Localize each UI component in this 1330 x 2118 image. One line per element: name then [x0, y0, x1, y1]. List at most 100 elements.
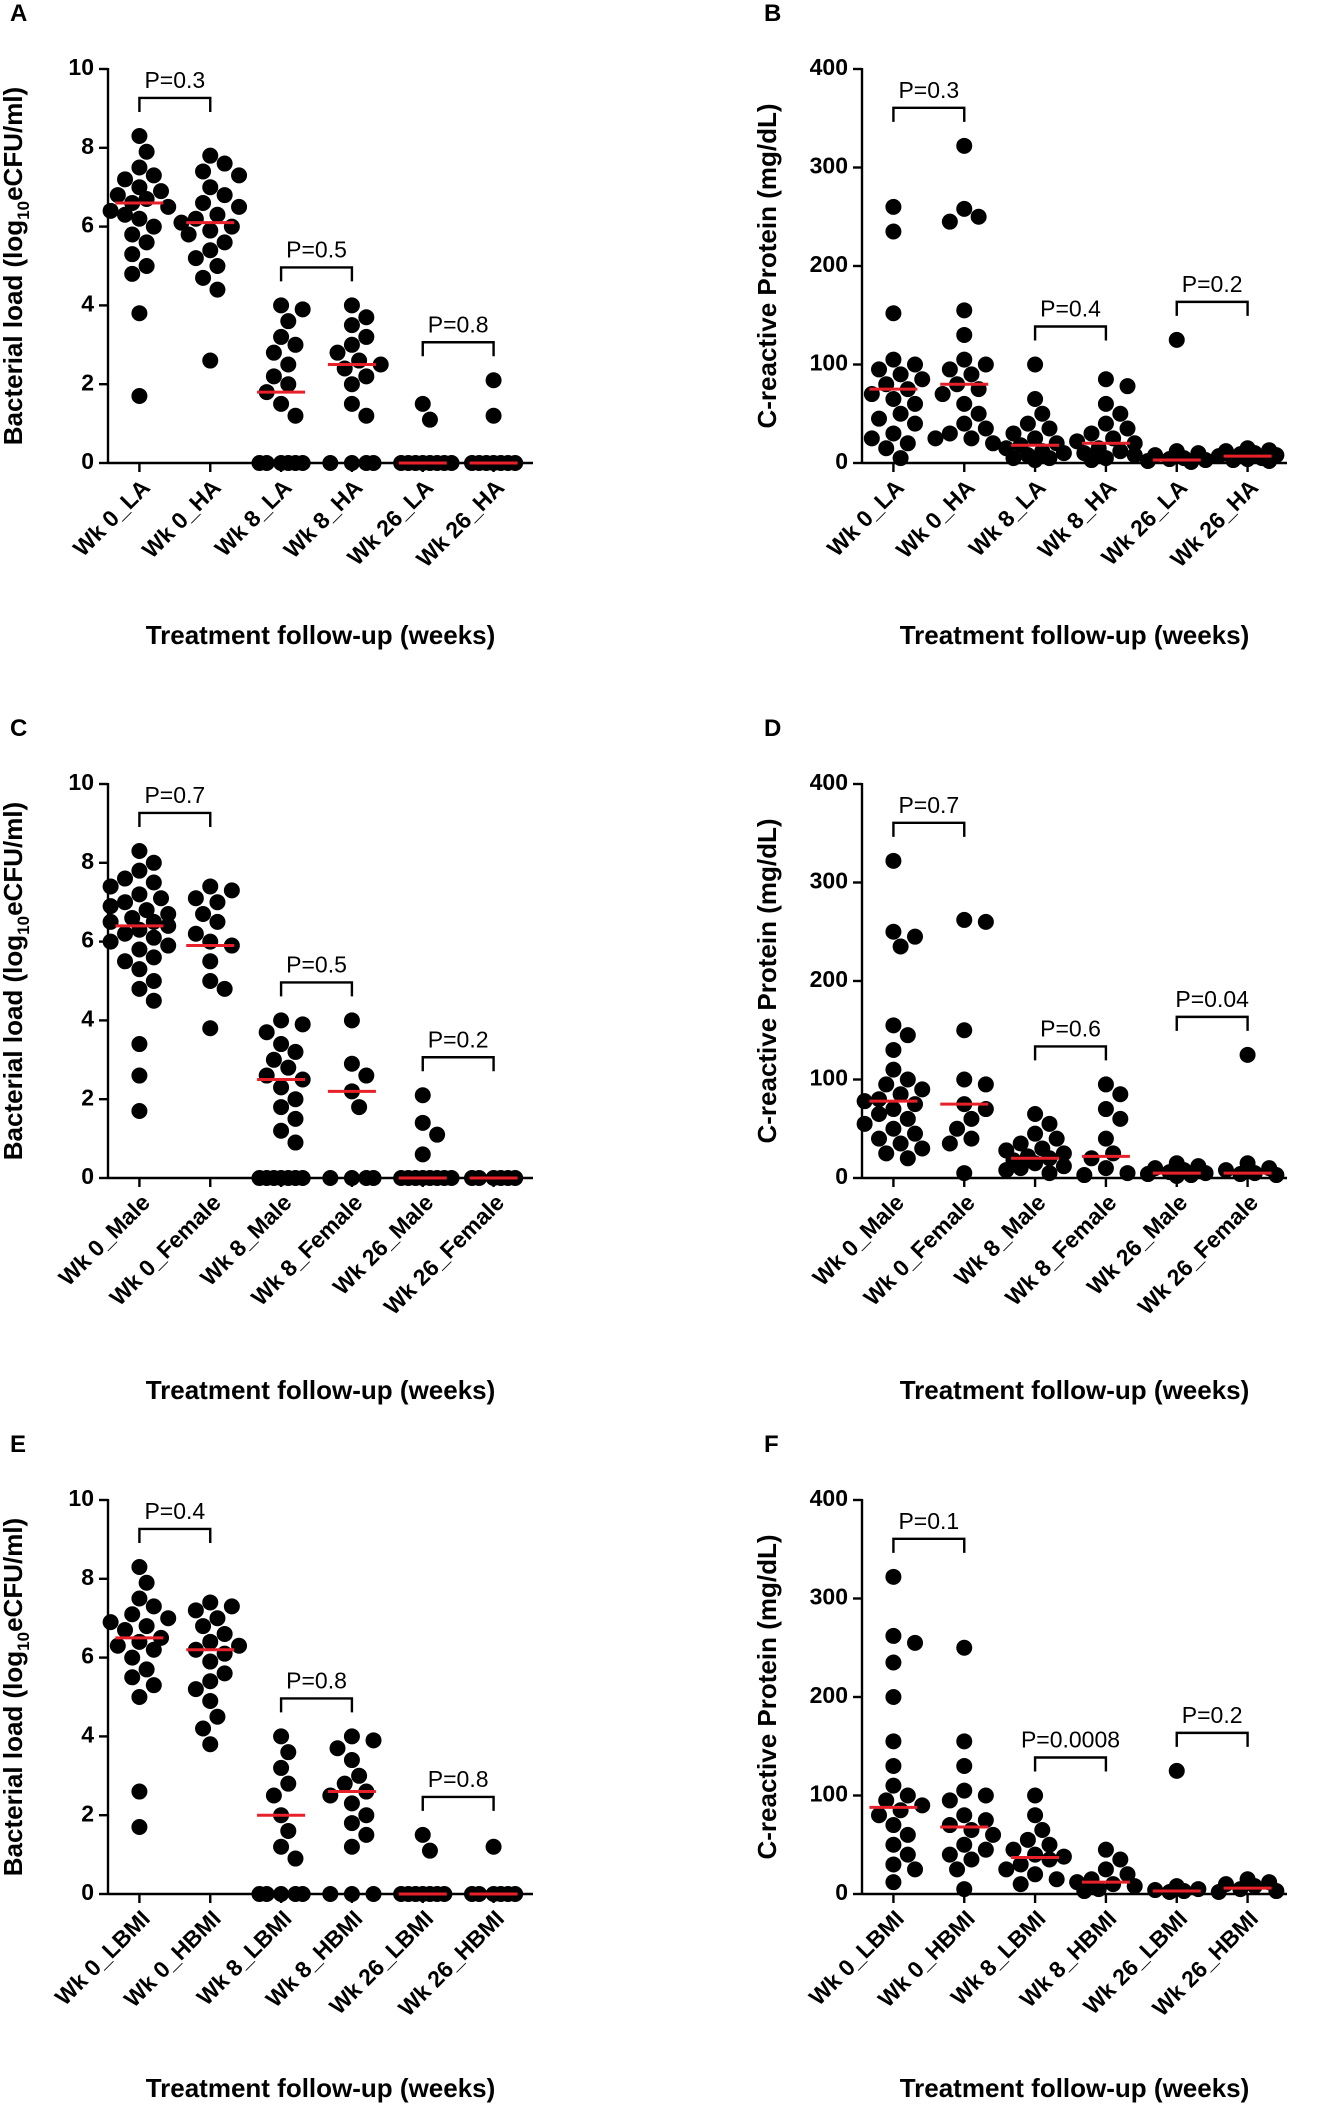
data-point — [117, 171, 134, 188]
data-point — [443, 455, 460, 471]
data-point — [287, 1110, 304, 1127]
data-point — [216, 1665, 233, 1682]
data-point — [287, 1886, 304, 1902]
data-point — [1012, 1876, 1029, 1893]
data-point — [280, 313, 297, 330]
panel-letter: F — [764, 1431, 779, 1458]
data-point — [258, 1886, 275, 1902]
data-point — [280, 1744, 297, 1761]
data-point — [102, 913, 119, 930]
data-point — [231, 198, 248, 215]
data-point — [899, 1826, 916, 1843]
data-point — [1027, 356, 1044, 373]
y-tick-label: 400 — [810, 54, 848, 80]
data-point — [1097, 371, 1114, 388]
data-point — [1055, 1158, 1072, 1175]
data-point — [336, 360, 353, 377]
data-point — [287, 1850, 304, 1867]
data-point — [1097, 1130, 1114, 1147]
bracket — [279, 1697, 354, 1713]
data-point — [1225, 452, 1242, 469]
data-point — [907, 1861, 924, 1878]
data-point — [102, 878, 119, 895]
data-point — [856, 1093, 873, 1110]
p-value: P=0.8 — [286, 1667, 347, 1693]
bracket — [421, 1795, 495, 1811]
y-tick-label: 100 — [810, 1781, 848, 1807]
y-axis-title-part: C-reactive Protein (mg/dL) — [752, 103, 782, 428]
data-point — [160, 198, 177, 215]
x-axis-title: Treatment follow-up (weeks) — [146, 620, 496, 650]
data-point — [1041, 1836, 1058, 1853]
y-axis-title-part: eCFU/ml) — [0, 1518, 28, 1632]
data-point — [131, 886, 148, 903]
p-value: P=0.0008 — [1021, 1727, 1120, 1753]
data-point — [1183, 1167, 1200, 1184]
data-point — [372, 356, 389, 373]
data-point — [265, 344, 282, 361]
panel-letter: A — [10, 0, 27, 27]
data-point — [280, 1775, 297, 1792]
data-point — [956, 1071, 973, 1088]
data-point — [273, 395, 290, 412]
data-point — [414, 1114, 431, 1131]
data-point — [914, 1140, 931, 1157]
p-value: P=0.3 — [144, 67, 205, 93]
data-point — [1097, 1841, 1114, 1858]
data-point — [273, 1728, 290, 1745]
data-point — [956, 302, 973, 319]
p-value: P=0.2 — [1182, 1702, 1243, 1728]
data-point — [322, 1170, 339, 1186]
data-point — [1069, 433, 1086, 450]
data-point — [358, 1170, 375, 1186]
data-point — [1210, 448, 1227, 465]
y-tick-label: 2 — [81, 1800, 94, 1826]
y-axis-title-part: 10 — [14, 1632, 33, 1651]
data-point — [265, 1787, 282, 1804]
data-point — [343, 1170, 360, 1186]
data-point — [1083, 1150, 1100, 1167]
p-value: P=0.5 — [286, 951, 347, 977]
y-tick-label: 8 — [81, 1564, 94, 1590]
data-point — [878, 1792, 895, 1809]
bracket — [1175, 1015, 1249, 1031]
data-point — [956, 1782, 973, 1799]
data-point — [117, 206, 134, 223]
bracket — [892, 106, 966, 122]
data-point — [421, 1842, 438, 1859]
bracket — [892, 821, 966, 837]
data-point — [138, 143, 155, 160]
data-point — [977, 1812, 994, 1829]
data-point — [131, 1689, 148, 1705]
data-point — [131, 127, 148, 144]
y-tick-label: 400 — [810, 1485, 848, 1511]
data-point — [956, 351, 973, 368]
y-tick-label: 4 — [81, 1005, 94, 1031]
data-point — [131, 1103, 148, 1120]
data-point — [209, 894, 226, 911]
data-point — [956, 326, 973, 343]
data-point — [1027, 430, 1044, 447]
y-tick-label: 100 — [810, 350, 848, 376]
data-point — [280, 1170, 297, 1186]
data-point — [1055, 1145, 1072, 1162]
data-point — [131, 862, 148, 879]
data-point — [892, 405, 909, 422]
data-point — [885, 1856, 902, 1873]
panel-letter: C — [10, 715, 27, 742]
data-point — [485, 1838, 502, 1855]
panel-letter: D — [764, 715, 781, 742]
data-point — [102, 933, 119, 950]
data-point — [1097, 1101, 1114, 1118]
p-value: P=0.4 — [1040, 296, 1101, 322]
data-point — [145, 854, 162, 871]
data-point — [1239, 1046, 1256, 1063]
data-point — [102, 1614, 119, 1631]
data-point — [153, 183, 170, 200]
data-point — [1097, 415, 1114, 432]
data-point — [1041, 1115, 1058, 1132]
panel: F C-reactive Protein (mg/dL) 0 100 200 300 400… — [752, 1431, 1287, 2103]
data-point — [287, 1134, 304, 1151]
data-point — [885, 1654, 902, 1671]
